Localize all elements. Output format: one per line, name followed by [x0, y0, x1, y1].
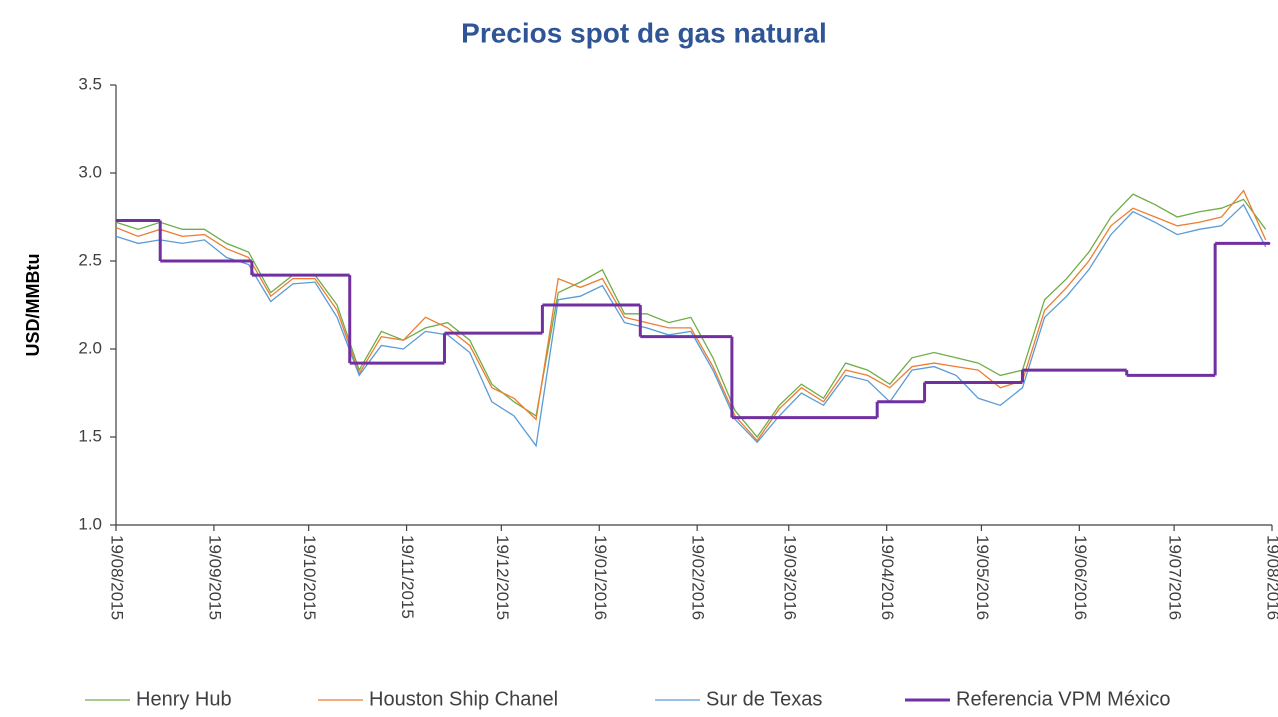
x-tick-label: 19/11/2015: [398, 535, 417, 619]
x-tick-label: 19/10/2015: [300, 535, 319, 620]
y-tick-label: 3.5: [78, 74, 102, 93]
legend-label: Henry Hub: [136, 688, 232, 710]
legend-label: Referencia VPM México: [956, 688, 1171, 710]
y-axis-label: USD/MMBtu: [23, 254, 43, 357]
x-tick-label: 19/04/2016: [878, 535, 897, 620]
x-tick-label: 19/09/2015: [205, 535, 224, 620]
x-tick-label: 19/05/2016: [973, 535, 992, 620]
y-tick-label: 1.5: [78, 426, 102, 445]
y-tick-label: 3.0: [78, 162, 102, 181]
chart-title: Precios spot de gas natural: [461, 17, 827, 48]
legend-label: Houston Ship Chanel: [369, 688, 558, 710]
legend-label: Sur de Texas: [706, 688, 822, 710]
x-tick-label: 19/01/2016: [591, 535, 610, 620]
x-tick-label: 19/02/2016: [689, 535, 708, 620]
step-end: [1267, 241, 1271, 245]
x-tick-label: 19/08/2015: [108, 535, 127, 620]
x-tick-label: 19/07/2016: [1166, 535, 1185, 620]
series-line: [115, 203, 1267, 448]
series-line: [115, 193, 1267, 439]
y-tick-label: 2.5: [78, 250, 102, 269]
x-tick-label: 19/12/2015: [493, 535, 512, 620]
y-tick-label: 2.0: [78, 338, 102, 357]
y-tick-label: 1.0: [78, 514, 102, 533]
x-tick-label: 19/03/2016: [780, 535, 799, 620]
series-line: [115, 189, 1267, 442]
x-tick-label: 19/06/2016: [1071, 535, 1090, 620]
x-tick-label: 19/08/2016: [1264, 535, 1278, 620]
